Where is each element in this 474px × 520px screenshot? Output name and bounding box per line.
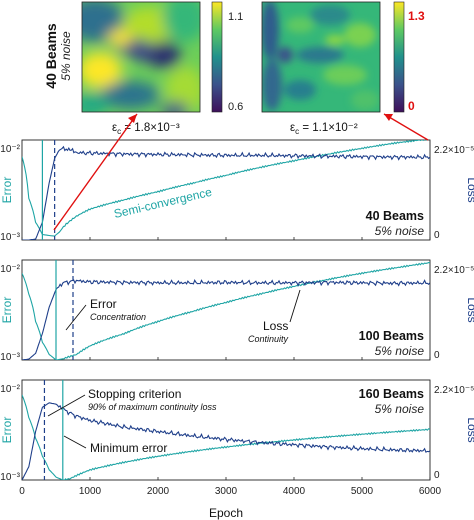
connector-right-head bbox=[384, 114, 393, 121]
annotation-stopping-line bbox=[47, 394, 86, 417]
y-left-label: Error bbox=[0, 297, 14, 324]
y-left-label: Error bbox=[0, 177, 14, 204]
y-left-tick-top: 10⁻² bbox=[0, 144, 20, 155]
annotation-error-sub: Concentration bbox=[90, 312, 146, 322]
x-tick-label: 0 bbox=[19, 486, 25, 497]
y-left-tick-bottom: 10⁻³ bbox=[0, 232, 20, 243]
colorbar-left-tick-top: 1.1 bbox=[228, 11, 243, 23]
y-right-tick-top: 2.2×10⁻⁵ bbox=[434, 385, 474, 396]
y-left-tick-bottom: 10⁻³ bbox=[0, 472, 20, 483]
colorbar-left-tick-bottom: 0.6 bbox=[228, 101, 243, 113]
panel-title: 100 Beams bbox=[359, 329, 424, 343]
x-tick-label: 5000 bbox=[351, 486, 374, 497]
annotations: Semi-convergence Error Concentration Los… bbox=[47, 185, 301, 455]
y-left-tick-bottom: 10⁻³ bbox=[0, 352, 20, 363]
annotation-loss: Loss bbox=[263, 319, 288, 333]
series-error-line bbox=[22, 394, 430, 480]
x-axis-label: Epoch bbox=[209, 506, 243, 520]
y-right-tick-bottom: 0 bbox=[434, 470, 440, 481]
series-error-line bbox=[22, 262, 430, 360]
inset-left: 40 Beams 5% noise 1.1 0.6 εc = 1.8×10⁻³ bbox=[43, 1, 243, 136]
curves bbox=[22, 262, 430, 360]
curves bbox=[22, 394, 430, 480]
curves bbox=[22, 140, 430, 240]
series-error-line bbox=[22, 140, 429, 237]
plot-frame bbox=[21, 259, 431, 361]
series-loss-line bbox=[22, 402, 430, 480]
heatmap-right-frame bbox=[261, 1, 381, 113]
y-left-tick-top: 10⁻² bbox=[0, 264, 20, 275]
x-tick-label: 6000 bbox=[419, 486, 442, 497]
colorbar-left bbox=[211, 1, 223, 113]
epsilon-right: εc = 1.1×10⁻² bbox=[290, 122, 358, 136]
colorbar-right bbox=[393, 1, 405, 113]
annotation-loss-line bbox=[289, 289, 301, 323]
colorbar-right-tick-bottom: 0 bbox=[408, 99, 415, 113]
y-left-label: Error bbox=[0, 417, 14, 444]
annotation-min-error-line bbox=[63, 435, 87, 449]
y-right-tick-top: 2.2×10⁻⁵ bbox=[434, 265, 474, 276]
panel-subtitle: 5% noise bbox=[375, 344, 425, 358]
y-right-label: Loss bbox=[465, 417, 474, 442]
heatmap-left-frame bbox=[81, 1, 201, 113]
connector-right bbox=[383, 113, 429, 141]
y-right-label: Loss bbox=[465, 177, 474, 202]
annotation-error-line bbox=[65, 304, 87, 331]
annotation-stopping-sub: 90% of maximum continuity loss bbox=[88, 402, 217, 412]
heatmap-right bbox=[262, 2, 380, 112]
connector-arrows bbox=[53, 113, 429, 231]
x-tick-label: 1000 bbox=[79, 486, 102, 497]
panel-subtitle: 5% noise bbox=[375, 402, 425, 416]
annotation-error: Error bbox=[90, 297, 117, 311]
y-right-label: Loss bbox=[465, 297, 474, 322]
connector-left-head bbox=[128, 114, 137, 123]
annotation-stopping: Stopping criterion bbox=[88, 387, 181, 401]
inset-title: 40 Beams bbox=[43, 23, 59, 89]
panel-title: 40 Beams bbox=[366, 209, 424, 223]
series-loss-line bbox=[22, 279, 430, 360]
heatmap-left bbox=[82, 2, 200, 112]
panel-title: 160 Beams bbox=[359, 387, 424, 401]
inset-subtitle: 5% noise bbox=[59, 31, 73, 81]
y-right-tick-bottom: 0 bbox=[434, 350, 440, 361]
colorbar-right-tick-top: 1.3 bbox=[408, 9, 425, 23]
inset-right: 1.3 0 εc = 1.1×10⁻² bbox=[261, 1, 425, 136]
series-loss-line bbox=[22, 145, 430, 240]
annotation-loss-sub: Continuity bbox=[248, 334, 289, 344]
y-right-tick-bottom: 0 bbox=[434, 230, 440, 241]
panel-subtitle: 5% noise bbox=[375, 224, 425, 238]
x-tick-label: 2000 bbox=[147, 486, 170, 497]
annotation-min-error: Minimum error bbox=[90, 441, 167, 455]
x-tick-label: 3000 bbox=[215, 486, 238, 497]
y-right-tick-top: 2.2×10⁻⁵ bbox=[434, 145, 474, 156]
x-tick-label: 4000 bbox=[283, 486, 306, 497]
connector-left bbox=[53, 113, 138, 231]
y-left-tick-top: 10⁻² bbox=[0, 384, 20, 395]
